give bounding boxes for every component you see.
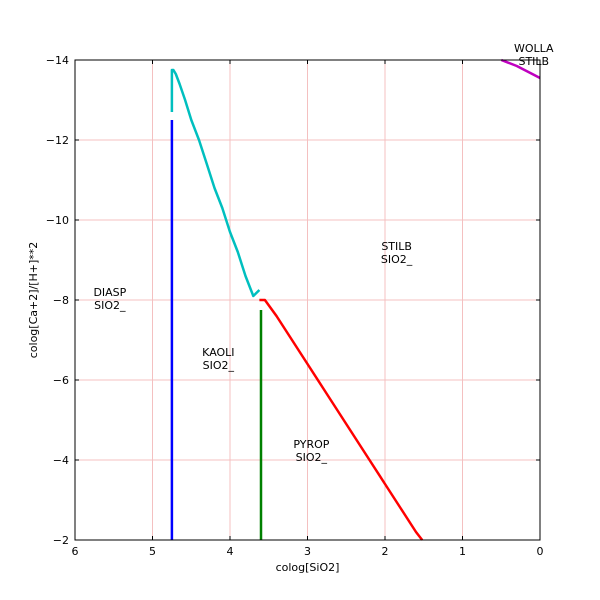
region-label-2: KAOLI SIO2_	[202, 346, 234, 372]
region-label-line: SIO2_	[94, 299, 126, 312]
x-tick-label: 6	[72, 545, 79, 558]
region-label-1: DIASP SIO2_	[93, 286, 126, 312]
region-label-line: PYROP	[293, 438, 329, 451]
y-axis-label: colog[Ca+2]/[H+]**2	[27, 242, 40, 359]
region-label-line: WOLLA	[514, 42, 554, 55]
x-tick-label: 0	[537, 545, 544, 558]
tick-layer: 6 5 4 3 2 1 0 −2 −4 −6 −8 −10 −12 −14	[46, 54, 544, 558]
x-tick-label: 4	[227, 545, 234, 558]
x-tick-label: 3	[304, 545, 311, 558]
x-tick-label: 2	[382, 545, 389, 558]
series-line-5	[500, 58, 541, 80]
x-tick-label: 5	[149, 545, 156, 558]
region-label-line: SIO2_	[381, 253, 413, 266]
y-tick-label: −12	[46, 134, 69, 147]
series-line-3	[259, 298, 424, 541]
x-tick-label: 1	[459, 545, 466, 558]
region-label-line: STILB	[518, 55, 549, 68]
y-tick-label: −14	[46, 54, 69, 67]
region-label-5: WOLLA STILB	[514, 42, 554, 68]
y-tick-label: −4	[53, 454, 69, 467]
region-label-line: SIO2_	[296, 451, 328, 464]
annotation-layer: DIASP SIO2_KAOLI SIO2_STILB SIO2_PYROP SIO2_…	[93, 42, 554, 464]
region-label-4: PYROP SIO2_	[293, 438, 329, 464]
y-tick-label: −2	[53, 534, 69, 547]
y-tick-label: −8	[53, 294, 69, 307]
region-label-line: SIO2_	[203, 359, 235, 372]
grid-layer	[74, 59, 541, 541]
region-label-line: STILB	[381, 240, 412, 253]
region-label-3: STILB SIO2_	[381, 240, 413, 266]
region-label-line: KAOLI	[202, 346, 234, 359]
x-axis-label: colog[SiO2]	[276, 561, 340, 574]
y-tick-label: −10	[46, 214, 69, 227]
region-label-line: DIASP	[93, 286, 126, 299]
series-line-2	[170, 68, 261, 298]
y-tick-label: −6	[53, 374, 69, 387]
series-layer	[170, 58, 541, 541]
